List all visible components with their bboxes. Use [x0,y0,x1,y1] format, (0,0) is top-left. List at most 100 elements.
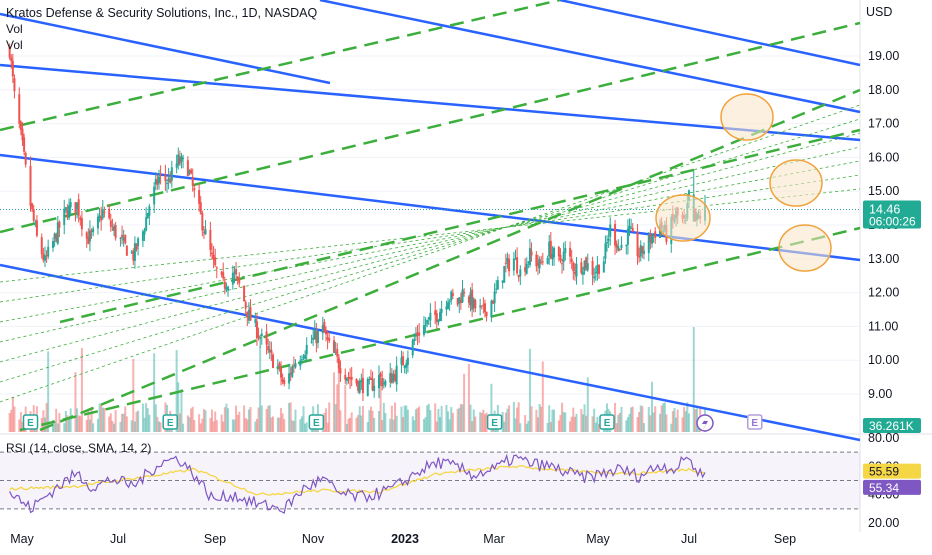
volume-bar [58,413,61,432]
candle-body [586,263,589,271]
highlight-ellipse[interactable] [720,93,774,141]
highlight-ellipse[interactable] [778,224,832,272]
thin-dashed-line[interactable] [0,104,861,403]
candle-body [467,296,470,303]
volume-bar [663,402,666,432]
candle-body [312,337,315,341]
candle-body [416,332,419,336]
volume-bar [148,414,151,432]
volume-bar [246,419,249,432]
candle-body [292,365,295,367]
thin-dashed-line[interactable] [0,174,861,303]
volume-bar [87,411,90,432]
trend-dashed-line[interactable] [0,0,561,132]
highlight-ellipse[interactable] [655,194,711,242]
candle-body [381,377,384,387]
trend-dashed-line[interactable] [39,88,861,432]
earnings-marker[interactable] [22,414,39,430]
rsi-sma-badge[interactable] [863,463,921,479]
candle-body [429,312,432,321]
volume-bar [450,407,453,432]
rsi-value-badge[interactable] [863,479,921,495]
earnings-marker-letter: E [313,418,320,429]
candle-body [122,237,125,241]
candle-body [615,243,618,248]
candle-body [562,251,565,262]
volume-bar [569,421,572,432]
candle-body [55,234,58,242]
volume-bar [19,412,22,432]
earnings-marker[interactable] [162,414,178,430]
channel-line[interactable] [0,12,331,85]
volume-bar [562,411,565,432]
earnings-marker[interactable] [308,414,325,430]
volume-bar [561,402,564,432]
volume-bar [586,377,589,432]
trend-dashed-line[interactable] [59,128,861,324]
earnings-marker[interactable] [486,414,503,430]
volume-bar [424,417,427,432]
volume-bar [79,416,82,432]
candle-body [178,156,181,164]
currency-label[interactable]: USD [866,5,893,19]
volume-bar [267,405,270,432]
volume-bar [631,406,634,432]
thin-dashed-line[interactable] [0,118,861,383]
candle-body [141,231,144,241]
candle-body [124,234,127,244]
volume-bar [113,423,116,432]
channel-line[interactable] [0,263,861,442]
rsi-legend[interactable]: RSI (14, close, SMA, 14, 2) [6,441,152,455]
trend-dashed-line[interactable] [19,226,861,432]
time-tick-label: May [586,532,610,546]
earnings-marker[interactable] [599,414,615,430]
candle-body [177,154,180,166]
candle-body [536,263,539,266]
volume-bar [368,410,371,432]
thin-dashed-line[interactable] [0,146,861,343]
volume-bar [501,411,504,432]
channel-line[interactable] [559,0,861,67]
time-tick-label: Jul [681,532,697,546]
channel-line[interactable] [0,63,861,142]
volume-bar [204,410,207,432]
volume-bar [413,420,416,432]
candle-body [13,78,16,92]
volume-bar [101,407,104,432]
volume-bar [201,418,204,432]
volume-bar [564,412,567,432]
trend-dashed-line[interactable] [0,21,861,234]
channel-line[interactable] [319,0,861,114]
volume-bar [525,423,528,432]
candle-body [371,379,374,391]
volume-legend-1[interactable]: Vol [6,22,23,36]
candle-body [638,255,641,258]
candle-body [35,220,38,236]
volume-bar [220,414,223,432]
candle-body [53,233,56,239]
candle-body [373,385,376,392]
volume-bar [349,417,352,432]
thin-dashed-line[interactable] [0,188,861,283]
volume-bar [670,423,673,432]
volume-bar [177,382,180,432]
candle-body [626,228,629,245]
thin-dashed-line[interactable] [0,160,861,323]
volume-legend-2[interactable]: Vol [6,38,23,52]
last-price-badge[interactable] [863,200,921,229]
volume-bar [344,384,347,432]
highlight-ellipse[interactable] [769,159,823,207]
volume-bar [190,408,193,432]
volume-bar [456,408,459,432]
candle-body [519,269,522,277]
symbol-title[interactable]: Kratos Defense & Security Solutions, Inc… [6,6,318,20]
channel-line[interactable] [0,153,861,262]
thin-dashed-line[interactable] [0,132,861,363]
volume-bar [272,416,275,432]
volume-badge[interactable] [863,418,921,433]
volume-bar [684,411,687,432]
volume-bar [157,421,160,432]
upcoming-earnings-marker[interactable] [747,414,763,430]
